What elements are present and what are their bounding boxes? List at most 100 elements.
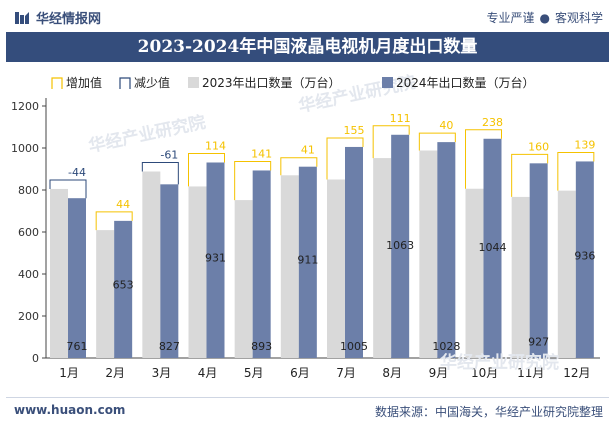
- chart-title: 2023-2024年中国液晶电视机月度出口数量: [6, 32, 609, 62]
- y-tick-label: 1200: [11, 100, 39, 113]
- bar-2024: [529, 163, 548, 358]
- difference-label: 111: [390, 112, 411, 125]
- increase-bracket: [372, 125, 410, 159]
- x-tick-label: 6月: [290, 366, 310, 380]
- increase-bracket: [557, 151, 595, 191]
- bar-2023: [373, 158, 392, 358]
- watermark-text: 华经产业研究院: [87, 112, 208, 157]
- bar-2024-value-label: 1044: [479, 241, 507, 254]
- bar-2024-value-label: 1063: [386, 239, 414, 252]
- bar-2024: [437, 142, 456, 358]
- difference-label: 114: [205, 139, 226, 152]
- bar-2023: [142, 171, 161, 358]
- watermark-text: 华经产业研究院: [440, 352, 559, 373]
- x-tick-label: 5月: [244, 366, 264, 380]
- legend-label: 2023年出口数量（万台）: [202, 75, 341, 90]
- footer-divider: [6, 397, 609, 398]
- difference-label: -61: [160, 149, 178, 162]
- increase-bracket: [326, 137, 364, 180]
- decrease-bracket: [49, 179, 87, 199]
- bar-2023: [234, 200, 253, 358]
- x-tick-label: 12月: [563, 366, 590, 380]
- x-tick-label: 1月: [59, 366, 79, 380]
- difference-label: -44: [68, 166, 86, 179]
- bar-2024-value-label: 931: [205, 251, 226, 264]
- bar-2024-value-label: 936: [574, 249, 595, 262]
- bar-2023: [557, 190, 576, 358]
- bar-2024-value-label: 1005: [340, 340, 368, 353]
- tagline: 专业严谨 ● 客观科学: [486, 9, 603, 26]
- y-tick-label: 400: [18, 268, 39, 281]
- difference-label: 160: [528, 140, 549, 153]
- legend-label: 增加值: [66, 75, 102, 90]
- legend-2023-swatch: [188, 77, 199, 88]
- tagline-right: 客观科学: [554, 11, 603, 25]
- y-tick-label: 0: [32, 352, 39, 365]
- bar-2024: [160, 184, 179, 358]
- legend-label: 减少值: [134, 75, 170, 90]
- x-tick-label: 10月: [471, 366, 498, 380]
- increase-bracket: [188, 152, 225, 187]
- difference-label: 155: [344, 124, 365, 137]
- bar-2023: [50, 188, 68, 358]
- y-tick-label: 800: [18, 184, 39, 197]
- bar-2024: [114, 220, 133, 358]
- legend-decrease-marker: [119, 77, 131, 89]
- bar-2023: [327, 179, 345, 358]
- bar-2023: [511, 196, 530, 358]
- decrease-bracket: [141, 162, 179, 185]
- logo: 华经情报网: [14, 8, 101, 27]
- x-tick-label: 8月: [382, 366, 402, 380]
- footer-website: www.huaon.com: [14, 403, 126, 417]
- bar-2024: [68, 198, 86, 358]
- bar-2024: [206, 162, 225, 358]
- x-tick-label: 4月: [198, 366, 218, 380]
- bar-2024: [483, 138, 502, 358]
- bar-2024: [391, 134, 410, 358]
- difference-label: 40: [439, 119, 453, 132]
- bar-2023: [280, 175, 299, 358]
- difference-label: 44: [116, 198, 130, 211]
- brand-logo-icon: [15, 11, 29, 24]
- bar-2023: [465, 188, 484, 358]
- increase-bracket: [418, 132, 456, 151]
- bar-2024-value-label: 827: [159, 340, 180, 353]
- x-tick-label: 3月: [152, 366, 172, 380]
- bar-2023: [96, 230, 115, 358]
- legend-2024-swatch: [382, 77, 393, 88]
- increase-bracket: [280, 157, 318, 176]
- x-tick-label: 7月: [336, 366, 356, 380]
- bar-2024: [345, 146, 363, 358]
- bar-2024: [298, 166, 317, 358]
- brand-name: 华经情报网: [36, 12, 102, 27]
- bar-2023: [419, 150, 438, 358]
- legend-increase-marker: [51, 77, 63, 89]
- bar-2023: [188, 186, 207, 358]
- increase-bracket: [511, 153, 549, 197]
- bar-2024-value-label: 911: [297, 254, 318, 267]
- increase-bracket: [465, 129, 502, 189]
- difference-label: 41: [301, 144, 315, 157]
- y-tick-label: 1000: [11, 142, 39, 155]
- tagline-left: 专业严谨: [486, 11, 535, 25]
- bar-2024-value-label: 927: [528, 335, 549, 348]
- x-tick-label: 11月: [517, 366, 544, 380]
- difference-label: 141: [251, 147, 272, 160]
- bar-2024-value-label: 893: [251, 340, 272, 353]
- increase-bracket: [234, 160, 272, 201]
- bar-2024-value-label: 1028: [432, 340, 460, 353]
- bar-2024-value-label: 761: [67, 340, 88, 353]
- x-tick-label: 2月: [105, 366, 125, 380]
- top-bar: 华经情报网 专业严谨 ● 客观科学: [0, 0, 615, 32]
- bar-2024: [575, 161, 594, 358]
- increase-bracket: [95, 211, 133, 231]
- bar-2024: [252, 170, 271, 358]
- difference-label: 238: [482, 116, 503, 129]
- legend-label: 2024年出口数量（万台）: [396, 75, 535, 90]
- tagline-separator: ●: [539, 11, 550, 25]
- bar-2024-value-label: 653: [113, 279, 134, 292]
- footer-source: 数据来源：中国海关，华经产业研究院整理: [374, 405, 603, 419]
- y-tick-label: 600: [18, 226, 39, 239]
